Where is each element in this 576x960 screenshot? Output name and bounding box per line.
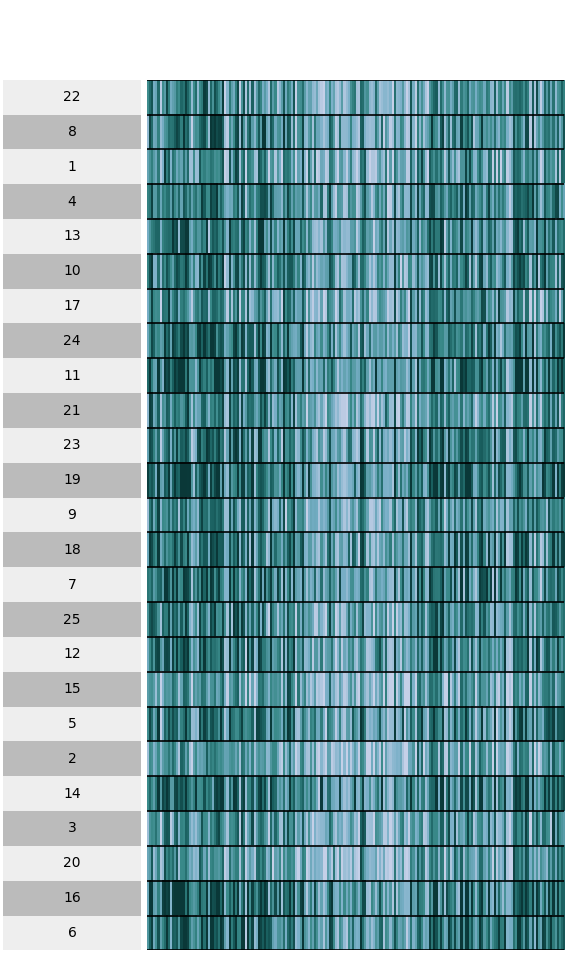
Text: 22: 22 bbox=[63, 90, 81, 104]
Bar bbox=[3, 567, 141, 602]
Text: 7: 7 bbox=[67, 578, 77, 591]
Bar bbox=[3, 150, 141, 184]
Bar bbox=[3, 777, 141, 811]
Bar bbox=[3, 707, 141, 741]
Bar bbox=[3, 497, 141, 533]
Text: 2: 2 bbox=[67, 752, 77, 766]
Text: 9: 9 bbox=[67, 508, 77, 522]
Bar bbox=[3, 324, 141, 358]
Text: 11: 11 bbox=[63, 369, 81, 383]
Bar bbox=[3, 636, 141, 672]
Bar bbox=[3, 289, 141, 324]
Bar bbox=[3, 811, 141, 846]
Text: 6: 6 bbox=[67, 926, 77, 940]
Bar bbox=[3, 219, 141, 253]
Text: 25: 25 bbox=[63, 612, 81, 627]
Bar bbox=[3, 184, 141, 219]
Text: 17: 17 bbox=[63, 300, 81, 313]
Text: 19: 19 bbox=[63, 473, 81, 488]
Text: 24: 24 bbox=[63, 334, 81, 348]
Text: 8: 8 bbox=[67, 125, 77, 139]
Text: 18: 18 bbox=[63, 542, 81, 557]
Bar bbox=[3, 846, 141, 880]
Text: 4: 4 bbox=[67, 195, 77, 208]
Text: 14: 14 bbox=[63, 786, 81, 801]
Bar bbox=[3, 741, 141, 777]
Bar bbox=[3, 533, 141, 567]
Text: 10: 10 bbox=[63, 264, 81, 278]
Bar bbox=[3, 672, 141, 707]
Text: 21: 21 bbox=[63, 403, 81, 418]
Bar bbox=[3, 358, 141, 394]
Text: 20: 20 bbox=[63, 856, 81, 871]
Text: 12: 12 bbox=[63, 647, 81, 661]
Bar bbox=[3, 394, 141, 428]
Text: 5: 5 bbox=[67, 717, 77, 731]
Bar bbox=[3, 916, 141, 950]
Text: 23: 23 bbox=[63, 439, 81, 452]
Text: 15: 15 bbox=[63, 683, 81, 696]
Text: 1: 1 bbox=[67, 159, 77, 174]
Bar bbox=[3, 602, 141, 636]
Text: 3: 3 bbox=[67, 822, 77, 835]
Bar bbox=[3, 463, 141, 497]
Bar bbox=[3, 80, 141, 114]
Bar bbox=[3, 880, 141, 916]
Bar bbox=[3, 114, 141, 150]
Bar bbox=[3, 253, 141, 289]
Bar bbox=[3, 428, 141, 463]
Text: 16: 16 bbox=[63, 891, 81, 905]
Text: 13: 13 bbox=[63, 229, 81, 244]
